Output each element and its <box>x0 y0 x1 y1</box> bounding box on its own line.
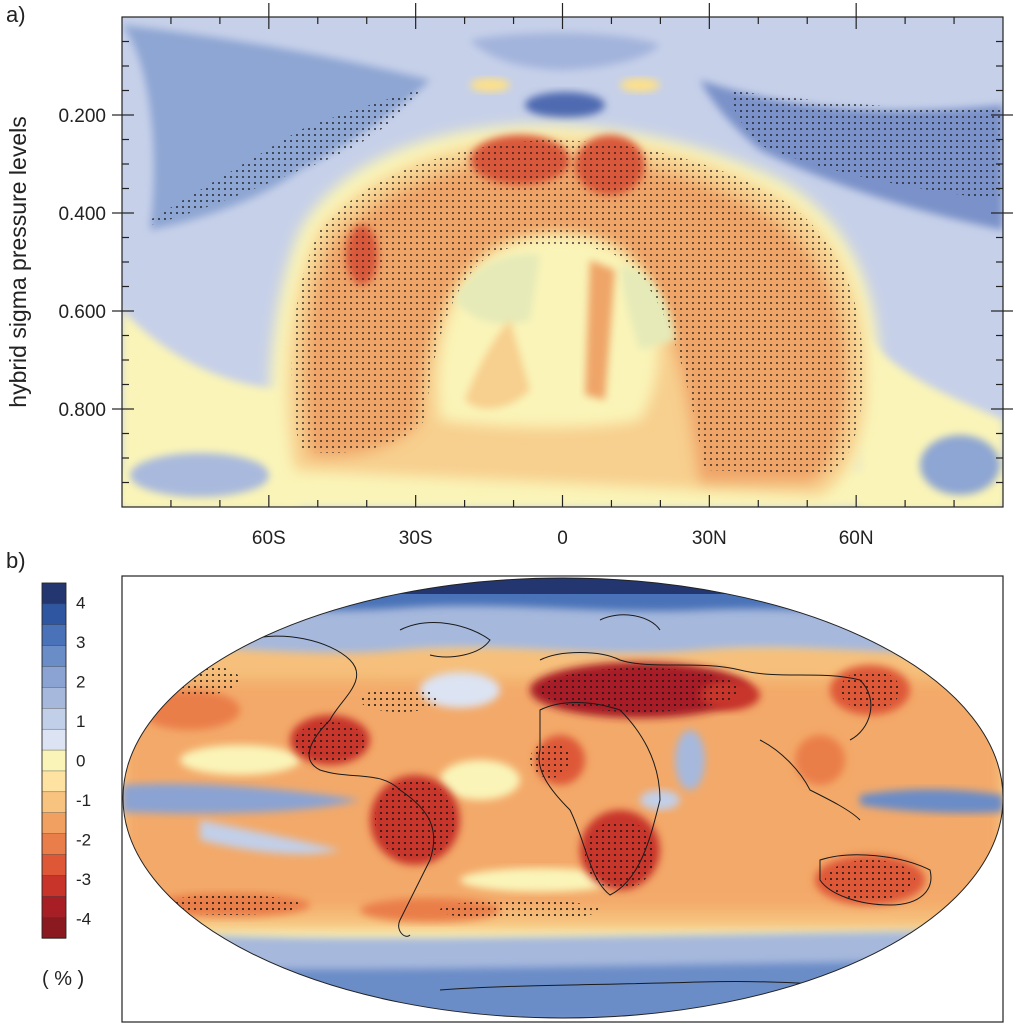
colorbar-swatch <box>41 875 67 897</box>
map-outline <box>122 577 1004 1019</box>
colorbar-tick-label: 4 <box>76 594 85 613</box>
x-tick-label: 30N <box>692 528 727 549</box>
panel-b-contour-field <box>123 578 1003 1018</box>
colorbar-swatch <box>41 770 67 793</box>
panel-a-y-axis: 0.200 0.400 0.600 0.800 <box>58 40 1013 484</box>
colorbar-swatch <box>41 833 67 856</box>
colorbar-swatch <box>41 749 67 772</box>
panel-b-tag: b) <box>6 548 26 573</box>
colorbar-swatch <box>41 896 67 918</box>
x-tick-label: 30S <box>399 528 433 549</box>
colorbar-swatch <box>41 708 67 730</box>
panel-a-contour-field <box>122 17 1003 507</box>
colorbar-swatch <box>41 728 67 751</box>
colorbar-swatch <box>41 645 67 668</box>
panel-b-global-map <box>121 575 1004 1023</box>
colorbar-tick-label: -2 <box>76 830 91 849</box>
colorbar-swatch <box>41 687 67 709</box>
colorbar-tick-label: 3 <box>76 633 85 652</box>
y-tick-label: 0.400 <box>58 204 106 225</box>
y-tick-label: 0.200 <box>58 106 106 127</box>
colorbar-tick-label: 0 <box>76 752 85 771</box>
panel-a-zonal-mean-plot: 60S 30S 0 30N 60N 0.200 0.400 0.600 0.800 hybri… <box>5 3 1013 549</box>
colorbar-tick-label: -3 <box>76 870 91 889</box>
y-tick-label: 0.800 <box>58 400 106 421</box>
colorbar-swatch <box>41 854 67 877</box>
panel-a-tag: a) <box>6 2 26 27</box>
colorbar-swatch <box>41 603 67 626</box>
x-tick-label: 60S <box>252 528 286 549</box>
colorbar-swatch <box>41 582 67 605</box>
colorbar-tick-label: -1 <box>76 791 91 810</box>
colorbar-tick-label: 2 <box>76 673 85 692</box>
colorbar-swatch <box>41 812 67 835</box>
colorbar-unit-label: ( % ) <box>42 968 85 990</box>
panel-a-y-axis-title: hybrid sigma pressure levels <box>5 116 31 407</box>
colorbar-swatch <box>41 916 67 939</box>
colorbar-swatch <box>41 791 67 814</box>
colorbar-tick-label: -4 <box>76 909 91 928</box>
colorbar-swatch <box>41 624 67 647</box>
panel-a-x-axis: 60S 30S 0 30N 60N <box>170 3 955 549</box>
colorbar-swatch <box>41 666 67 689</box>
x-tick-label: 0 <box>557 528 568 549</box>
colorbar-frame <box>41 582 67 939</box>
colorbar: 4 3 2 1 0 -1 -2 -3 -4 <box>41 582 91 939</box>
x-tick-label: 60N <box>839 528 874 549</box>
y-tick-label: 0.600 <box>58 302 106 323</box>
colorbar-tick-label: 1 <box>76 712 85 731</box>
